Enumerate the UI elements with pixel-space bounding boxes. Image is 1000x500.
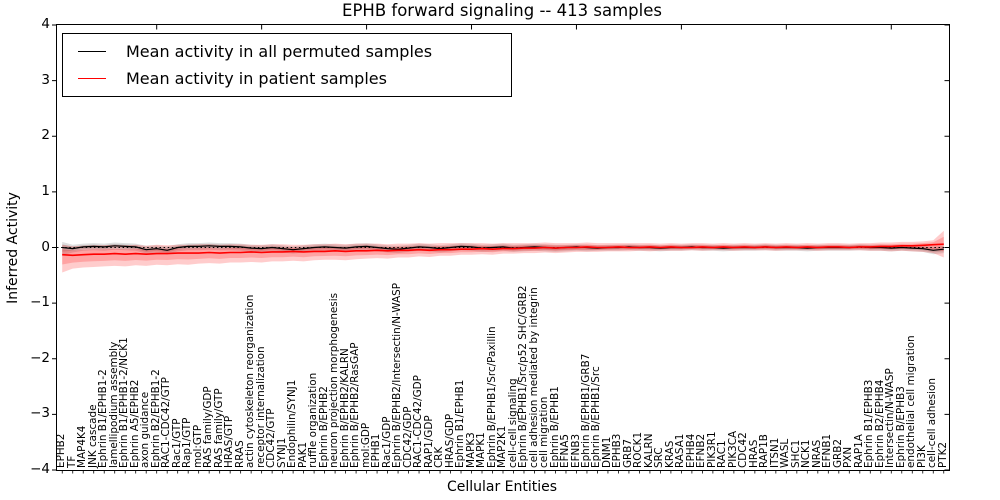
legend-label-permuted: Mean activity in all permuted samples [126, 41, 433, 61]
patient-band-inner [62, 236, 944, 265]
y-tick-label: −3 [30, 405, 50, 422]
legend-line-patient-icon [78, 78, 106, 79]
patient-band [62, 230, 944, 273]
legend-line-permuted-icon [78, 51, 106, 52]
chart-canvas [52, 24, 949, 474]
y-tick-label: 4 [41, 16, 50, 32]
y-tick-label: 3 [41, 71, 50, 88]
patient-mean-line [62, 243, 944, 257]
chart-title: EPHB forward signaling -- 413 samples [342, 1, 662, 20]
legend: Mean activity in all permuted samples Me… [62, 33, 512, 97]
y-tick-label: −4 [30, 461, 50, 477]
legend-item-patient: Mean activity in patient samples [63, 69, 511, 89]
legend-item-permuted: Mean activity in all permuted samples [63, 42, 511, 62]
y-axis-label: Inferred Activity [5, 192, 21, 304]
y-tick-label: 2 [41, 127, 50, 144]
plot-area [52, 24, 950, 474]
x-axis-label: Cellular Entities [446, 479, 558, 495]
y-tick-label: −2 [30, 349, 50, 366]
legend-label-patient: Mean activity in patient samples [126, 68, 387, 88]
